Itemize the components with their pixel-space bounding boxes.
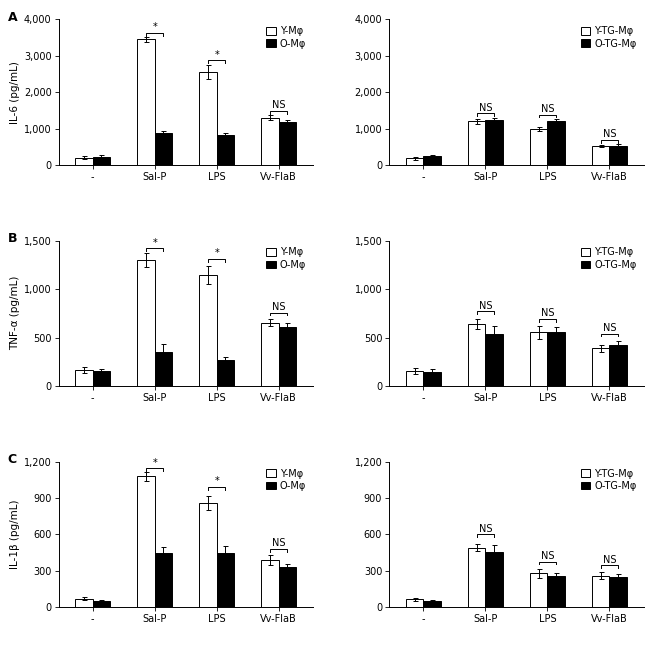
Bar: [610, 577, 627, 607]
Legend: Y-TG-Mφ, O-TG-Mφ: Y-TG-Mφ, O-TG-Mφ: [578, 245, 639, 272]
Bar: [530, 129, 547, 165]
Bar: [423, 371, 441, 386]
Bar: [279, 567, 296, 607]
Bar: [423, 601, 441, 607]
Bar: [279, 122, 296, 165]
Bar: [406, 599, 423, 607]
Text: NS: NS: [478, 103, 492, 112]
Bar: [423, 156, 441, 165]
Bar: [261, 118, 279, 165]
Text: *: *: [152, 238, 157, 247]
Text: NS: NS: [478, 300, 492, 311]
Bar: [155, 553, 172, 607]
Legend: Y-Mφ, O-Mφ: Y-Mφ, O-Mφ: [264, 25, 308, 50]
Bar: [75, 158, 92, 165]
Legend: Y-TG-Mφ, O-TG-Mφ: Y-TG-Mφ, O-TG-Mφ: [578, 466, 639, 493]
Text: A: A: [8, 10, 18, 24]
Y-axis label: IL-1β (pg/mL): IL-1β (pg/mL): [10, 500, 20, 569]
Bar: [216, 135, 234, 165]
Bar: [406, 158, 423, 165]
Bar: [216, 360, 234, 386]
Text: NS: NS: [478, 524, 492, 534]
Bar: [92, 371, 110, 386]
Bar: [468, 548, 486, 607]
Bar: [547, 576, 565, 607]
Bar: [137, 260, 155, 386]
Bar: [137, 39, 155, 165]
Bar: [216, 553, 234, 607]
Bar: [468, 324, 486, 386]
Y-axis label: IL-6 (pg/mL): IL-6 (pg/mL): [10, 61, 20, 123]
Bar: [547, 332, 565, 386]
Bar: [279, 328, 296, 386]
Bar: [200, 72, 216, 165]
Text: NS: NS: [272, 100, 285, 110]
Bar: [406, 371, 423, 386]
Text: NS: NS: [603, 555, 616, 565]
Bar: [592, 576, 610, 607]
Bar: [610, 346, 627, 386]
Bar: [137, 476, 155, 607]
Bar: [486, 552, 502, 607]
Bar: [261, 322, 279, 386]
Bar: [530, 573, 547, 607]
Bar: [200, 275, 216, 386]
Legend: Y-Mφ, O-Mφ: Y-Mφ, O-Mφ: [264, 245, 308, 272]
Bar: [155, 132, 172, 165]
Text: *: *: [214, 50, 219, 60]
Text: NS: NS: [272, 538, 285, 548]
Bar: [547, 121, 565, 165]
Text: NS: NS: [603, 323, 616, 333]
Bar: [592, 146, 610, 165]
Legend: Y-Mφ, O-Mφ: Y-Mφ, O-Mφ: [264, 466, 308, 493]
Bar: [486, 120, 502, 165]
Text: *: *: [152, 23, 157, 32]
Text: B: B: [8, 232, 17, 245]
Bar: [200, 503, 216, 607]
Text: NS: NS: [541, 308, 554, 318]
Text: C: C: [8, 453, 17, 466]
Bar: [610, 145, 627, 165]
Text: NS: NS: [603, 129, 616, 140]
Text: NS: NS: [272, 302, 285, 312]
Bar: [592, 348, 610, 386]
Bar: [261, 560, 279, 607]
Bar: [486, 334, 502, 386]
Text: NS: NS: [541, 551, 554, 561]
Text: *: *: [214, 248, 219, 258]
Bar: [530, 332, 547, 386]
Bar: [155, 351, 172, 386]
Bar: [75, 599, 92, 607]
Bar: [468, 121, 486, 165]
Text: *: *: [152, 457, 157, 468]
Bar: [75, 370, 92, 386]
Y-axis label: TNF-α (pg/mL): TNF-α (pg/mL): [10, 276, 20, 351]
Legend: Y-TG-Mφ, O-TG-Mφ: Y-TG-Mφ, O-TG-Mφ: [578, 25, 639, 50]
Text: *: *: [214, 477, 219, 486]
Bar: [92, 157, 110, 165]
Bar: [92, 601, 110, 607]
Text: NS: NS: [541, 104, 554, 114]
